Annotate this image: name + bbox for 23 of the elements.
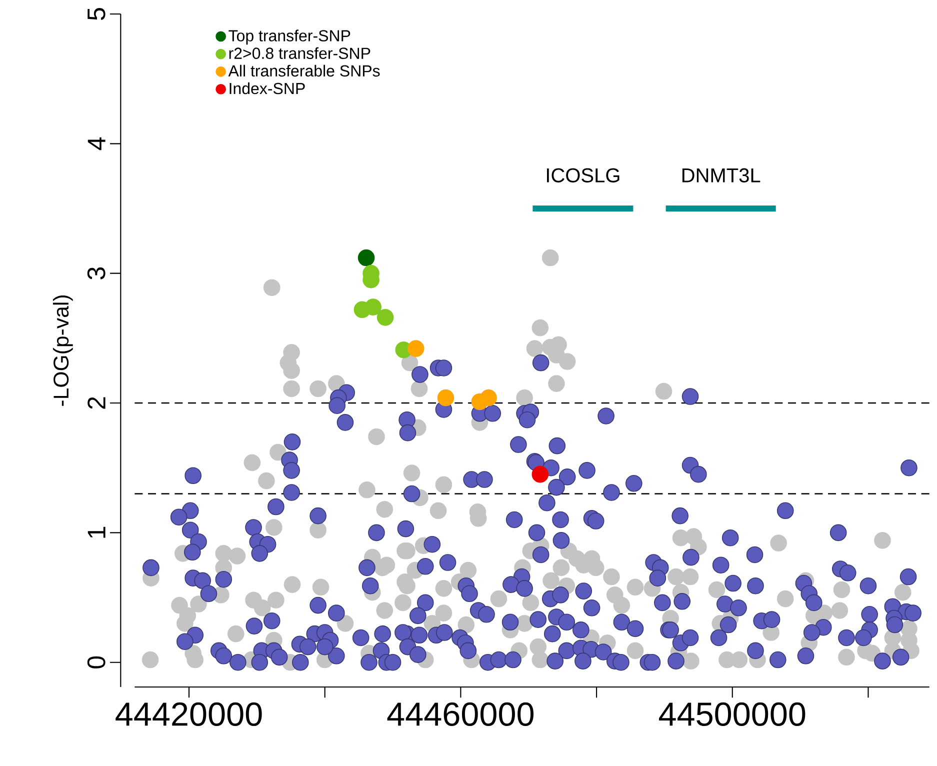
x-tick-label: 44420000 [116, 702, 262, 726]
x-tick-label: 44460000 [387, 702, 534, 726]
point [480, 389, 497, 406]
series-label: ICOSLG [547, 168, 620, 182]
point [364, 298, 382, 316]
y-tick-label: 3 [87, 267, 106, 280]
y-axis-title: -LOG(p-val) [52, 296, 73, 406]
y-tick-label: 0 [87, 656, 106, 668]
series-label: DNMT3L [682, 168, 760, 182]
legend-label: Top transfer-SNP [228, 30, 350, 45]
legend-label: Index-SNP [230, 82, 305, 94]
y-tick-label: 1 [88, 526, 106, 538]
y-tick-label: 4 [88, 137, 106, 150]
point [532, 466, 549, 483]
y-tick-label: 5 [88, 8, 106, 20]
y-tick-label: 2 [88, 397, 106, 409]
x-tick-label: 44500000 [658, 702, 806, 726]
point [437, 389, 454, 406]
legend-label: r2>0.8 transfer-SNP [229, 47, 370, 59]
point [407, 340, 424, 357]
point [358, 249, 375, 266]
legend-label: All transferable SNPs [228, 64, 380, 77]
point [376, 309, 394, 326]
